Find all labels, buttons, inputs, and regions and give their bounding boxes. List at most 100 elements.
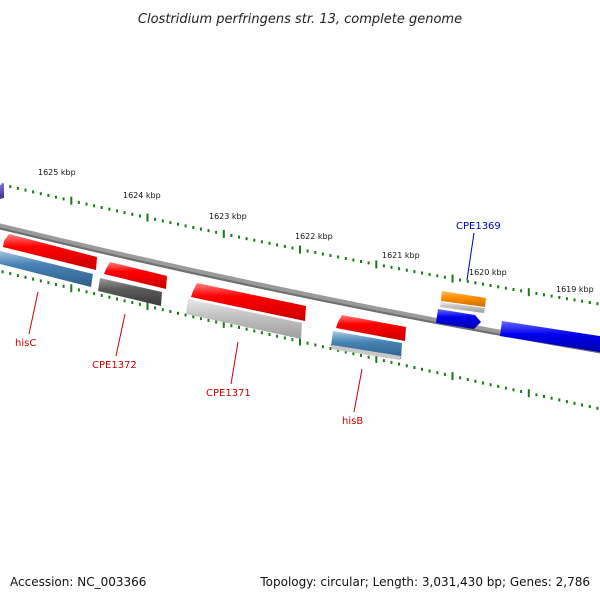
outer-scale-tick: [24, 188, 27, 192]
outer-scale-tick: [451, 274, 454, 283]
inner-scale-tick: [497, 384, 500, 388]
outer-scale-tick: [70, 196, 73, 205]
gene-CPE1369[interactable]: [440, 291, 486, 313]
inner-scale-tick: [123, 299, 126, 303]
gene-hisB[interactable]: [331, 315, 406, 360]
label-line-hisC: [28, 291, 39, 335]
outer-scale-tick: [131, 212, 134, 216]
inner-scale-tick: [329, 347, 332, 350]
outer-scale-tick: [527, 288, 530, 297]
outer-scale-tick: [421, 271, 423, 275]
outer-scale-tick: [62, 197, 65, 201]
inner-scale-tick: [527, 389, 530, 398]
inner-scale-tick: [482, 381, 484, 385]
inner-scale-tick: [230, 324, 233, 328]
outer-scale-tick: [474, 281, 477, 285]
gene-label-hisB[interactable]: hisB: [342, 416, 363, 427]
inner-scale-tick: [55, 283, 57, 286]
outer-scale-tick: [39, 192, 42, 196]
inner-scale-tick: [260, 331, 263, 335]
outer-scale-tick: [489, 284, 492, 287]
inner-scale-tick: [321, 345, 324, 349]
inner-scale-tick: [573, 401, 576, 405]
scale-label-1622: 1622 kbp: [295, 232, 333, 241]
gene-CPE1371[interactable]: [186, 283, 306, 339]
inner-scale-tick: [93, 292, 96, 296]
inner-scale-tick: [596, 406, 599, 410]
inner-scale-tick: [451, 372, 454, 381]
inner-scale-tick: [1, 270, 4, 274]
outer-scale-tick: [382, 264, 385, 268]
inner-scale-tick: [382, 359, 385, 363]
inner-scale-tick: [306, 341, 309, 345]
outer-scale-tick: [314, 251, 317, 254]
gene-label-CPE1369[interactable]: CPE1369: [456, 221, 501, 232]
outer-scale-tick: [116, 209, 118, 213]
outer-scale-tick: [138, 214, 141, 218]
scale-label-1621: 1621 kbp: [382, 251, 420, 260]
outer-scale-tick: [85, 202, 88, 206]
inner-scale-tick: [146, 302, 149, 311]
outer-scale-tick: [230, 234, 233, 237]
outer-scale-tick: [32, 190, 35, 194]
inner-scale-tick: [116, 297, 118, 301]
outer-scale-ticks: [1, 183, 599, 306]
inner-scale-tick: [581, 403, 584, 407]
inner-scale-tick: [276, 334, 279, 338]
inner-scale-tick: [466, 378, 469, 381]
outer-scale-tick: [276, 243, 279, 247]
scale-label-1619: 1619 kbp: [556, 285, 594, 294]
outer-scale-tick: [238, 235, 240, 239]
inner-scale-tick: [222, 319, 225, 328]
outer-scale-tick: [466, 279, 469, 283]
outer-scale-tick: [245, 237, 248, 241]
inner-scale-tick: [39, 279, 42, 283]
outer-scale-tick: [283, 244, 286, 248]
inner-scale-tick: [169, 310, 172, 313]
outer-scale-tick: [177, 222, 179, 226]
gene-label-CPE1371[interactable]: CPE1371: [206, 388, 251, 399]
gene-feature-blue-long[interactable]: [500, 321, 600, 354]
inner-scale-tick: [16, 274, 19, 277]
gene-label-hisC[interactable]: hisC: [15, 338, 36, 349]
inner-scale-tick: [24, 275, 27, 279]
inner-scale-tick: [398, 362, 401, 366]
inner-scale-tick: [443, 372, 446, 376]
outer-scale-tick: [199, 227, 202, 231]
inner-scale-tick: [436, 371, 439, 375]
outer-scale-tick: [77, 200, 80, 204]
outer-scale-tick: [504, 286, 507, 290]
outer-scale-tick: [161, 219, 164, 223]
gene-feature-edge[interactable]: [0, 184, 4, 200]
outer-scale-tick: [352, 258, 355, 262]
gene-hisC[interactable]: [0, 234, 97, 287]
outer-scale-tick: [413, 270, 416, 274]
inner-scale-tick: [108, 295, 111, 299]
scale-label-1625: 1625 kbp: [38, 168, 76, 177]
outer-scale-tick: [291, 246, 294, 250]
map-title: Clostridium perfringens str. 13, complet…: [138, 12, 462, 27]
scale-label-1620: 1620 kbp: [469, 268, 507, 277]
inner-scale-tick: [47, 281, 50, 285]
outer-scale-tick: [268, 241, 271, 245]
inner-scale-tick: [588, 405, 591, 409]
outer-scale-tick: [146, 213, 149, 222]
label-line-CPE1372: [115, 313, 126, 357]
outer-scale-tick: [100, 206, 103, 209]
gene-feature-blue-short[interactable]: [436, 309, 481, 329]
inner-scale-tick: [283, 336, 286, 340]
outer-scale-tick: [55, 195, 57, 199]
gene-label-CPE1372[interactable]: CPE1372: [92, 360, 137, 371]
inner-scale-tick: [215, 320, 218, 324]
inner-scale-tick: [161, 308, 164, 312]
inner-scale-tick: [390, 360, 393, 364]
inner-scale-tick: [245, 327, 248, 331]
outer-scale-tick: [390, 265, 393, 269]
outer-scale-tick: [154, 217, 157, 221]
inner-scale-tick: [337, 348, 340, 352]
outer-scale-tick: [558, 295, 561, 299]
scale-label-1624: 1624 kbp: [123, 191, 161, 200]
gene-CPE1372[interactable]: [98, 262, 167, 306]
inner-scale-tick: [405, 364, 408, 368]
outer-scale-tick: [565, 297, 568, 301]
